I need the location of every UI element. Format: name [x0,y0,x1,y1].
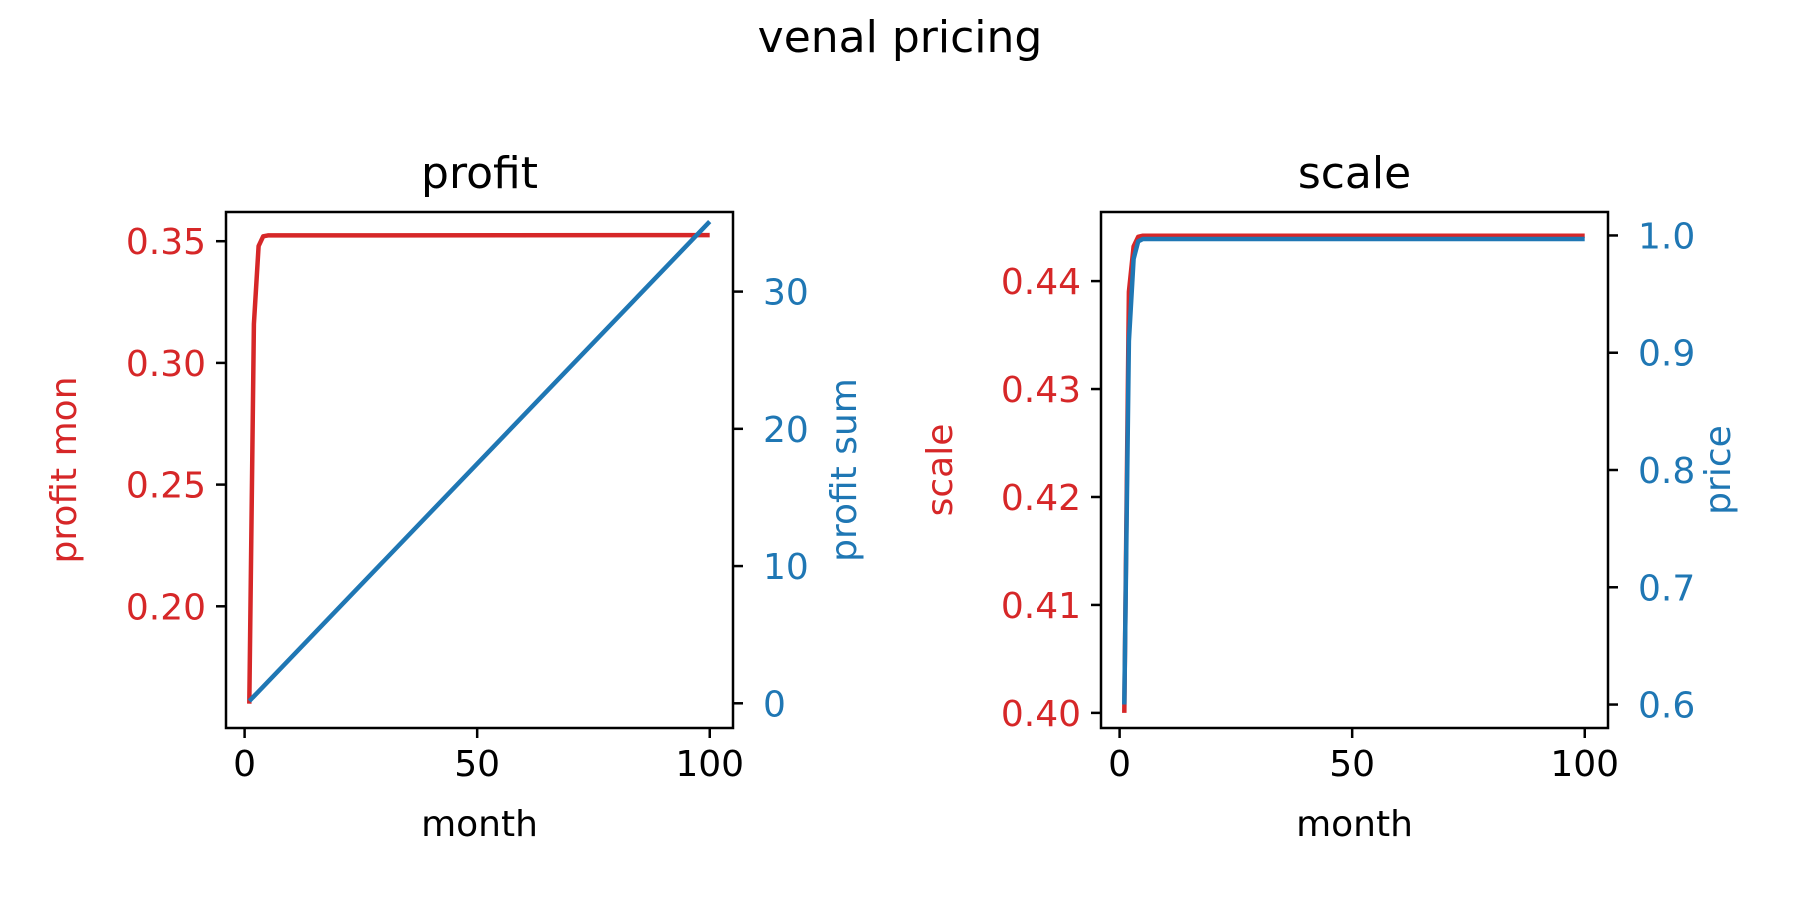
left-series-line-1 [1122,233,1585,713]
plot-frame [224,210,735,730]
right-tick-label: 0.7 [1638,568,1695,609]
left-series-line-0 [247,232,710,704]
x-tick-label: 0 [1108,744,1131,785]
x-tick-label: 100 [675,744,744,785]
x-axis-label: month [1296,804,1413,845]
right-tick-label: 0.6 [1638,686,1695,727]
x-tick-label: 100 [1550,744,1619,785]
right-tick-label: 30 [763,273,809,314]
right-series-line-1 [1122,236,1585,705]
left-tick-label: 0.42 [1001,478,1081,519]
left-tick-label: 0.25 [126,466,206,507]
scale-panel: scale 0 50 100 month 0.40 0.41 0.42 0.43 0.44 scal… [920,148,1739,845]
left-tick-label: 0.30 [126,344,206,385]
left-tick-label: 0.41 [1001,586,1081,627]
left-tick-label: 0.20 [126,587,206,628]
left-axis-label: profit mon [44,376,85,563]
right-tick-label: 0.8 [1638,451,1695,492]
right-tick-label: 0 [763,684,786,725]
right-tick-label: 20 [763,410,809,451]
left-tick-label: 0.40 [1001,694,1081,735]
right-axis-label: price [1698,425,1739,515]
right-tick-label: 0.9 [1638,334,1695,375]
right-tick-label: 10 [763,547,809,588]
panel-title: profit [421,148,538,199]
left-tick-label: 0.43 [1001,370,1081,411]
x-axis-label: month [421,804,538,845]
right-axis-label: profit sum [824,378,865,562]
left-tick-label: 0.44 [1001,262,1081,303]
x-tick-label: 50 [454,744,500,785]
x-tick-label: 50 [1329,744,1375,785]
left-axis-label: scale [920,424,961,517]
panel-title: scale [1298,148,1411,199]
x-tick-label: 0 [233,744,256,785]
plot-frame [1099,210,1610,730]
right-series-line-0 [247,220,712,703]
left-tick-label: 0.35 [126,222,206,263]
right-tick-label: 1.0 [1638,216,1695,257]
figure-title: venal pricing [758,12,1043,63]
